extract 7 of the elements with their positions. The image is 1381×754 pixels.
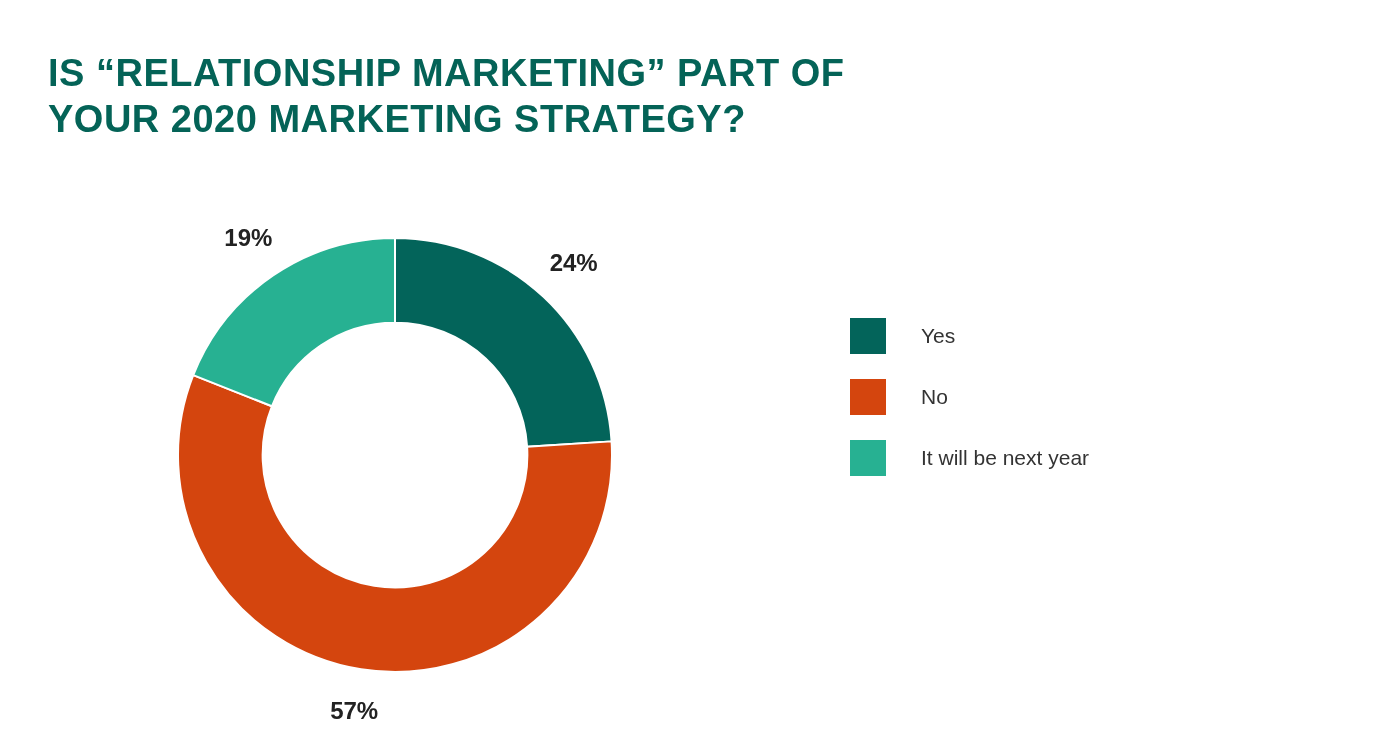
chart-title: IS “RELATIONSHIP MARKETING” PART OF YOUR 2020 MARKETING STRATEGY? [48, 51, 846, 142]
legend-label: Yes [921, 324, 956, 348]
legend-label: It will be next year [921, 446, 1090, 470]
data-label: 24% [549, 249, 598, 277]
data-label: 19% [224, 223, 273, 251]
data-label: 57% [330, 697, 379, 725]
legend-label: No [921, 385, 948, 409]
